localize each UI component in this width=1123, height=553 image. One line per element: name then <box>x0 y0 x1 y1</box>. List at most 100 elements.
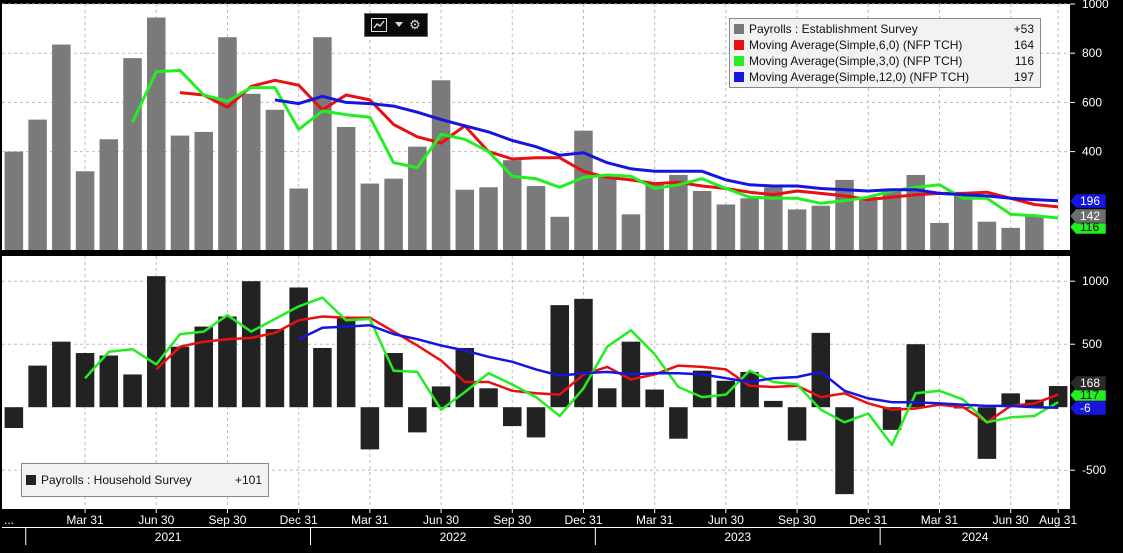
bar <box>28 119 47 251</box>
bar <box>75 353 95 408</box>
x-tick-label: Jun 30 <box>708 513 744 527</box>
x-tick-label: Jun 30 <box>423 513 459 527</box>
legend-value: 197 <box>1013 70 1034 84</box>
legend-entry[interactable]: Moving Average(Simple,12,0) (NFP TCH) 197 <box>730 69 1040 85</box>
chart-toolbar: ⚙ <box>364 13 428 37</box>
bar <box>360 407 380 450</box>
year-label: 2022 <box>440 530 467 544</box>
caret-down-icon <box>395 22 403 27</box>
x-tick-label: Jun 30 <box>138 513 174 527</box>
bar <box>787 407 807 441</box>
bar <box>692 190 712 250</box>
bar <box>265 109 285 250</box>
bar <box>194 131 213 250</box>
x-tick-label: Sep 30 <box>208 513 246 527</box>
bar <box>645 182 664 250</box>
bar <box>218 37 237 251</box>
x-tick-label: Jun 30 <box>993 513 1029 527</box>
legend-swatch <box>734 56 744 66</box>
legend-label: Moving Average(Simple,3,0) (NFP TCH) <box>749 54 963 68</box>
bar <box>408 146 427 250</box>
legend-value: 116 <box>1014 54 1034 68</box>
bar <box>526 186 546 250</box>
x-tick-label: Dec 31 <box>564 513 602 527</box>
bar <box>906 344 925 408</box>
bar <box>289 188 308 250</box>
legend-entry[interactable]: Payrolls : Establishment Survey +53 <box>730 21 1040 37</box>
bar <box>1001 227 1020 250</box>
bar <box>170 135 190 250</box>
bottom-panel: -500 500 1000 117-6 168 <box>2 256 1109 508</box>
bar <box>194 326 213 408</box>
legend-swatch <box>26 475 36 485</box>
last-value-tag-ma3-bottom-text: 117 <box>1080 388 1099 402</box>
bar <box>241 93 261 250</box>
bar <box>882 407 902 430</box>
bar <box>930 222 949 250</box>
bar <box>692 370 712 408</box>
last-value-tag-establishment: 142 <box>1069 208 1107 224</box>
legend-label: Moving Average(Simple,12,0) (NFP TCH) <box>749 70 970 84</box>
last-value-tag-household-text: 168 <box>1080 376 1100 390</box>
bar <box>99 139 119 250</box>
bar <box>645 389 664 408</box>
legend-label: Moving Average(Simple,6,0) (NFP TCH) <box>749 38 963 52</box>
legend-top: Payrolls : Establishment Survey +53 Moving… <box>729 18 1041 88</box>
x-tick-label: Mar 31 <box>921 513 959 527</box>
bar <box>479 388 498 408</box>
last-value-tag-household: 168 <box>1069 375 1107 391</box>
legend-label: Payrolls : Household Survey <box>41 473 192 487</box>
line-chart-icon <box>371 18 387 32</box>
legend-entry[interactable]: Payrolls : Household Survey +101 <box>22 472 268 488</box>
bar <box>147 17 166 251</box>
last-value-tag-ma3-text: 116 <box>1080 220 1099 234</box>
legend-value: +53 <box>1013 22 1034 36</box>
legend-swatch <box>734 72 744 82</box>
bar <box>669 174 688 250</box>
bar <box>574 298 593 408</box>
bar <box>764 187 783 250</box>
legend-entry[interactable]: Moving Average(Simple,6,0) (NFP TCH) 164 <box>730 37 1040 53</box>
last-value-tag-ma12-text: 196 <box>1080 194 1100 208</box>
bar <box>550 305 569 408</box>
bar <box>289 287 308 408</box>
chart-type-button[interactable] <box>365 15 393 35</box>
bar <box>4 151 24 250</box>
x-tick-label: Dec 31 <box>280 513 318 527</box>
last-value-tag-establishment-text: 142 <box>1080 209 1100 223</box>
last-value-tag-ma3: 116 <box>1069 219 1107 235</box>
bar <box>384 178 403 250</box>
bar <box>123 58 142 251</box>
last-value-tag-ma12-bottom: -6 <box>1069 400 1107 416</box>
settings-button[interactable]: ⚙ <box>405 15 425 35</box>
legend-entry[interactable]: Moving Average(Simple,3,0) (NFP TCH) 116 <box>730 53 1040 69</box>
last-value-tag-ma3-bottom: 117 <box>1069 387 1107 403</box>
bar <box>479 187 498 250</box>
series-line <box>179 78 1059 209</box>
bar <box>431 80 451 250</box>
bar <box>1025 215 1044 250</box>
x-tick-label: Mar 31 <box>636 513 674 527</box>
bar <box>740 198 759 250</box>
bar <box>99 355 119 408</box>
year-label: 2024 <box>962 530 989 544</box>
x-tick-label: Sep 30 <box>493 513 531 527</box>
bar <box>265 329 285 408</box>
y-tick-label: 1000 <box>1082 274 1109 288</box>
y-tick-label: 400 <box>1082 145 1102 159</box>
y-tick-label: -500 <box>1082 463 1106 477</box>
bar <box>621 214 641 250</box>
series-line <box>298 324 1059 410</box>
legend-swatch <box>734 24 744 34</box>
bar <box>835 407 854 495</box>
chart-type-dropdown[interactable] <box>393 15 405 35</box>
bar <box>75 171 95 250</box>
bar <box>123 374 142 408</box>
bar <box>313 37 332 251</box>
y-tick-label: 1000 <box>1082 0 1109 11</box>
x-tick-label: Mar 31 <box>351 513 389 527</box>
bar <box>503 407 522 427</box>
bar <box>336 317 356 408</box>
gear-icon: ⚙ <box>409 17 421 32</box>
